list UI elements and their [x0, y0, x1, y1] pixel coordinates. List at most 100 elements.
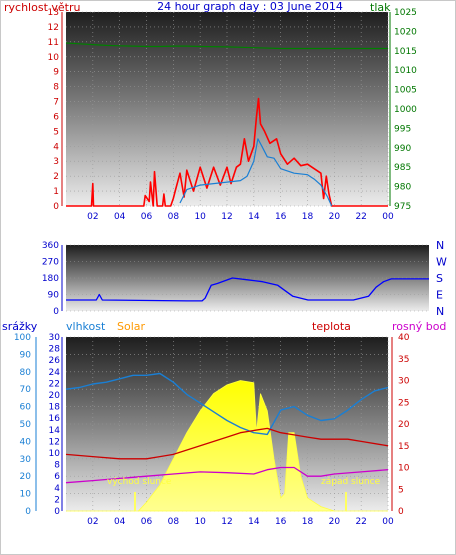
- wind-tick-label: 0: [53, 202, 59, 212]
- rain-tick-label: 12: [49, 437, 60, 447]
- solar-area: [66, 380, 388, 512]
- hour-tick-label: 18: [302, 517, 314, 527]
- hour-tick-label: 04: [114, 517, 126, 527]
- humidity-axis-ticks: 0 10 20 30 40 50 60 70 80 90 100: [14, 333, 37, 517]
- pressure-tick-label: 980: [394, 183, 411, 193]
- hour-tick-label: 12: [221, 517, 232, 527]
- rain-tick-label: 30: [49, 333, 61, 343]
- pressure-tick-label: 1020: [394, 27, 417, 37]
- rain-tick-label: 18: [49, 403, 61, 413]
- direction-tick-label: 180: [42, 274, 59, 284]
- pressure-tick-label: 985: [394, 163, 411, 173]
- rain-tick-label: 8: [54, 461, 60, 471]
- hour-tick-label: 00: [382, 517, 394, 527]
- temperature-tick-label: 20: [398, 420, 410, 430]
- panel1-series: [65, 42, 388, 207]
- humidity-tick-label: 30: [20, 455, 32, 465]
- humidity-tick-label: 80: [20, 368, 32, 378]
- dewpoint-label: rosný bod: [392, 320, 446, 333]
- direction-tick-label: 270: [42, 258, 59, 268]
- hour-tick-label: 06: [141, 517, 153, 527]
- panel-humidity-solar-temperature: východ slunce západ slunce srážky vlhkos…: [2, 320, 446, 527]
- hour-tick-label: 20: [329, 517, 341, 527]
- rain-tick-label: 28: [49, 345, 61, 355]
- hour-tick-label: 10: [194, 517, 206, 527]
- humidity-line: [65, 372, 389, 436]
- wind-tick-label: 12: [48, 23, 59, 33]
- panel3-series: [65, 372, 389, 512]
- compass-letter: N: [436, 239, 444, 252]
- hour-tick-label: 18: [302, 212, 314, 222]
- wind-tick-label: 3: [53, 157, 59, 167]
- hour-tick-label: 16: [275, 212, 287, 222]
- temperature-tick-label: 10: [398, 464, 410, 474]
- panel1-hour-ticks: 02 04 06 08 10 12 14 16 18 20 22 00: [87, 212, 394, 222]
- wind-tick-label: 5: [53, 127, 59, 137]
- humidity-tick-label: 60: [20, 403, 32, 413]
- chart-title: 24 hour graph day : 03 June 2014: [157, 0, 343, 13]
- compass-letter: N: [436, 305, 444, 318]
- humidity-tick-label: 10: [20, 490, 32, 500]
- direction-degree-ticks: 0 90 180 270 360: [42, 241, 63, 317]
- pressure-tick-label: 1010: [394, 66, 417, 76]
- hour-tick-label: 02: [87, 212, 98, 222]
- hour-tick-label: 22: [355, 212, 366, 222]
- rain-tick-label: 24: [49, 368, 61, 378]
- hour-tick-label: 04: [114, 212, 126, 222]
- temperature-tick-label: 5: [398, 485, 404, 495]
- hour-tick-label: 06: [141, 212, 153, 222]
- compass-letter: S: [436, 272, 443, 285]
- wind-tick-label: 8: [53, 83, 59, 93]
- hour-tick-label: 08: [168, 517, 180, 527]
- direction-tick-label: 0: [53, 307, 59, 317]
- dewpoint-line: [65, 466, 389, 484]
- pressure-tick-label: 995: [394, 124, 411, 134]
- hour-tick-label: 14: [248, 517, 260, 527]
- rain-tick-label: 16: [49, 414, 61, 424]
- rain-tick-label: 6: [54, 472, 60, 482]
- temperature-label: teplota: [312, 320, 351, 333]
- wind-tick-label: 10: [48, 53, 60, 63]
- pressure-axis-ticks: 975 980 985 990 995 1000 1005 1010 1015 1020 1025: [389, 8, 417, 212]
- temperature-tick-label: 15: [398, 442, 409, 452]
- temperature-tick-label: 0: [398, 507, 404, 517]
- wind-tick-label: 13: [48, 8, 59, 18]
- rain-tick-label: 10: [49, 449, 61, 459]
- temperature-tick-label: 40: [398, 333, 410, 343]
- humidity-tick-label: 40: [20, 437, 32, 447]
- wind-tick-label: 9: [53, 68, 59, 78]
- hour-tick-label: 12: [221, 212, 232, 222]
- hour-tick-label: 22: [355, 517, 366, 527]
- wind-tick-label: 11: [48, 38, 59, 48]
- wind-tick-label: 7: [53, 98, 59, 108]
- pressure-tick-label: 1015: [394, 47, 417, 57]
- humidity-label: vlhkost: [66, 320, 106, 333]
- temperature-tick-label: 30: [398, 377, 410, 387]
- wind-tick-label: 1: [53, 187, 59, 197]
- rain-tick-label: 0: [54, 507, 60, 517]
- wind-speed-line: [66, 97, 388, 207]
- direction-tick-label: 90: [48, 291, 60, 301]
- hour-tick-label: 20: [329, 212, 341, 222]
- hour-tick-label: 08: [168, 212, 180, 222]
- rain-tick-label: 2: [54, 495, 60, 505]
- wind-direction-line: [66, 277, 429, 302]
- pressure-tick-label: 990: [394, 144, 411, 154]
- wind-tick-label: 4: [53, 142, 59, 152]
- humidity-tick-label: 100: [14, 333, 31, 343]
- wind-tick-label: 2: [53, 172, 59, 182]
- hour-tick-label: 16: [275, 517, 287, 527]
- temperature-tick-label: 35: [398, 355, 409, 365]
- wind-speed-label: rychlost větru: [4, 1, 80, 14]
- humidity-tick-label: 70: [20, 385, 32, 395]
- rain-tick-label: 22: [49, 379, 60, 389]
- rain-label: srážky: [2, 320, 38, 333]
- rain-tick-label: 26: [49, 356, 61, 366]
- compass-letter: E: [436, 289, 443, 302]
- pressure-label: tlak: [370, 1, 391, 14]
